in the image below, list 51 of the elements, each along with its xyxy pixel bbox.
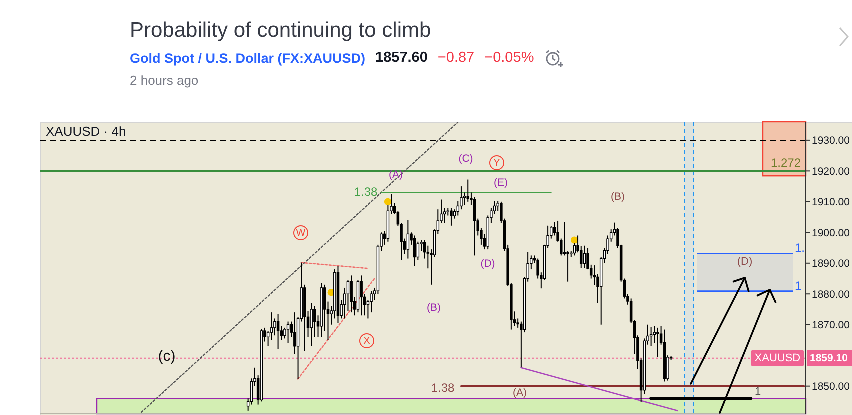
candlestick [314, 306, 316, 338]
y-tick-label: 1910.00 [812, 196, 850, 209]
candlestick [466, 179, 470, 202]
annotation: 1.38 [431, 381, 455, 395]
text: −0.87 [438, 50, 475, 66]
annotation: (C) [458, 153, 474, 165]
chart-title: Probability of continuing to climb [130, 18, 432, 44]
candlestick [413, 235, 416, 267]
annotation: 1.272 [770, 156, 802, 170]
candlestick [450, 208, 453, 226]
annotation: (B) [611, 191, 625, 203]
candlestick [473, 196, 476, 256]
annotation: Y [494, 158, 501, 168]
annotation: (D) [480, 258, 496, 270]
y-tick-label: 1880.00 [812, 288, 850, 301]
annotation: (c) [158, 348, 176, 364]
annotation: X [364, 336, 371, 346]
annotation: (B) [427, 302, 441, 314]
candlestick [294, 312, 296, 355]
candlestick [276, 314, 280, 350]
ref-line-label: XAUUSD [754, 352, 801, 364]
annotation: 1. [795, 241, 806, 255]
annotation: XAUUSD · 4h [46, 124, 126, 138]
text: 1859.10 [810, 352, 848, 364]
y-tick-label: 1850.00 [812, 381, 850, 394]
y-tick-label: 1890.00 [812, 258, 850, 270]
candlestick [286, 321, 290, 344]
band-label: (D) [737, 256, 753, 268]
candlestick [350, 275, 353, 314]
annotation: 1 [754, 386, 762, 398]
y-tick-label: 1870.00 [812, 320, 850, 332]
annotation: 1.38 [354, 185, 378, 199]
candlestick [583, 245, 586, 268]
annotation: (E) [494, 177, 508, 189]
candlestick [406, 220, 410, 260]
candlestick [310, 302, 313, 347]
y-tick-label: 1920.00 [812, 166, 850, 178]
annotation: (A) [513, 387, 527, 399]
text: −0.05% [484, 50, 534, 66]
y-tick-label: 1930.00 [812, 135, 850, 148]
text: 1857.60 [376, 50, 428, 66]
point [384, 198, 392, 206]
point [570, 236, 578, 244]
y-tick-label: 1900.00 [812, 227, 850, 240]
annotation: (A) [389, 169, 403, 181]
text: 2 hours ago [130, 73, 199, 88]
candlestick [416, 241, 420, 261]
candlestick [360, 275, 363, 316]
chart-subtitle: Gold Spot / U.S. Dollar (FX:XAUUSD) [130, 50, 366, 66]
candlestick [656, 327, 660, 358]
annotation: 1 [795, 279, 802, 293]
